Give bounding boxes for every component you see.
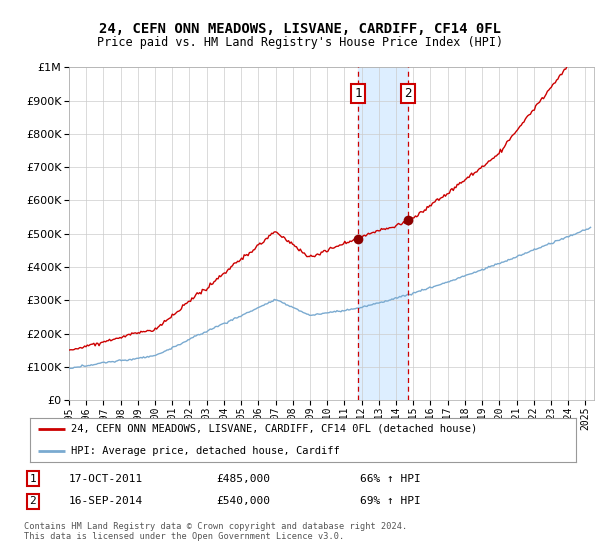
Text: 17-OCT-2011: 17-OCT-2011 (69, 474, 143, 484)
Text: £540,000: £540,000 (216, 496, 270, 506)
Text: Contains HM Land Registry data © Crown copyright and database right 2024.: Contains HM Land Registry data © Crown c… (24, 522, 407, 531)
Text: 2: 2 (404, 87, 412, 100)
Text: 1: 1 (354, 87, 362, 100)
Text: 24, CEFN ONN MEADOWS, LISVANE, CARDIFF, CF14 0FL (detached house): 24, CEFN ONN MEADOWS, LISVANE, CARDIFF, … (71, 424, 477, 434)
Text: HPI: Average price, detached house, Cardiff: HPI: Average price, detached house, Card… (71, 446, 340, 456)
Text: 16-SEP-2014: 16-SEP-2014 (69, 496, 143, 506)
Text: Price paid vs. HM Land Registry's House Price Index (HPI): Price paid vs. HM Land Registry's House … (97, 36, 503, 49)
Text: 69% ↑ HPI: 69% ↑ HPI (360, 496, 421, 506)
Bar (358, 67, 408, 400)
Text: 66% ↑ HPI: 66% ↑ HPI (360, 474, 421, 484)
Text: This data is licensed under the Open Government Licence v3.0.: This data is licensed under the Open Gov… (24, 532, 344, 541)
Text: £485,000: £485,000 (216, 474, 270, 484)
Text: 24, CEFN ONN MEADOWS, LISVANE, CARDIFF, CF14 0FL: 24, CEFN ONN MEADOWS, LISVANE, CARDIFF, … (99, 22, 501, 36)
Text: 1: 1 (29, 474, 37, 484)
Text: 2: 2 (29, 496, 37, 506)
